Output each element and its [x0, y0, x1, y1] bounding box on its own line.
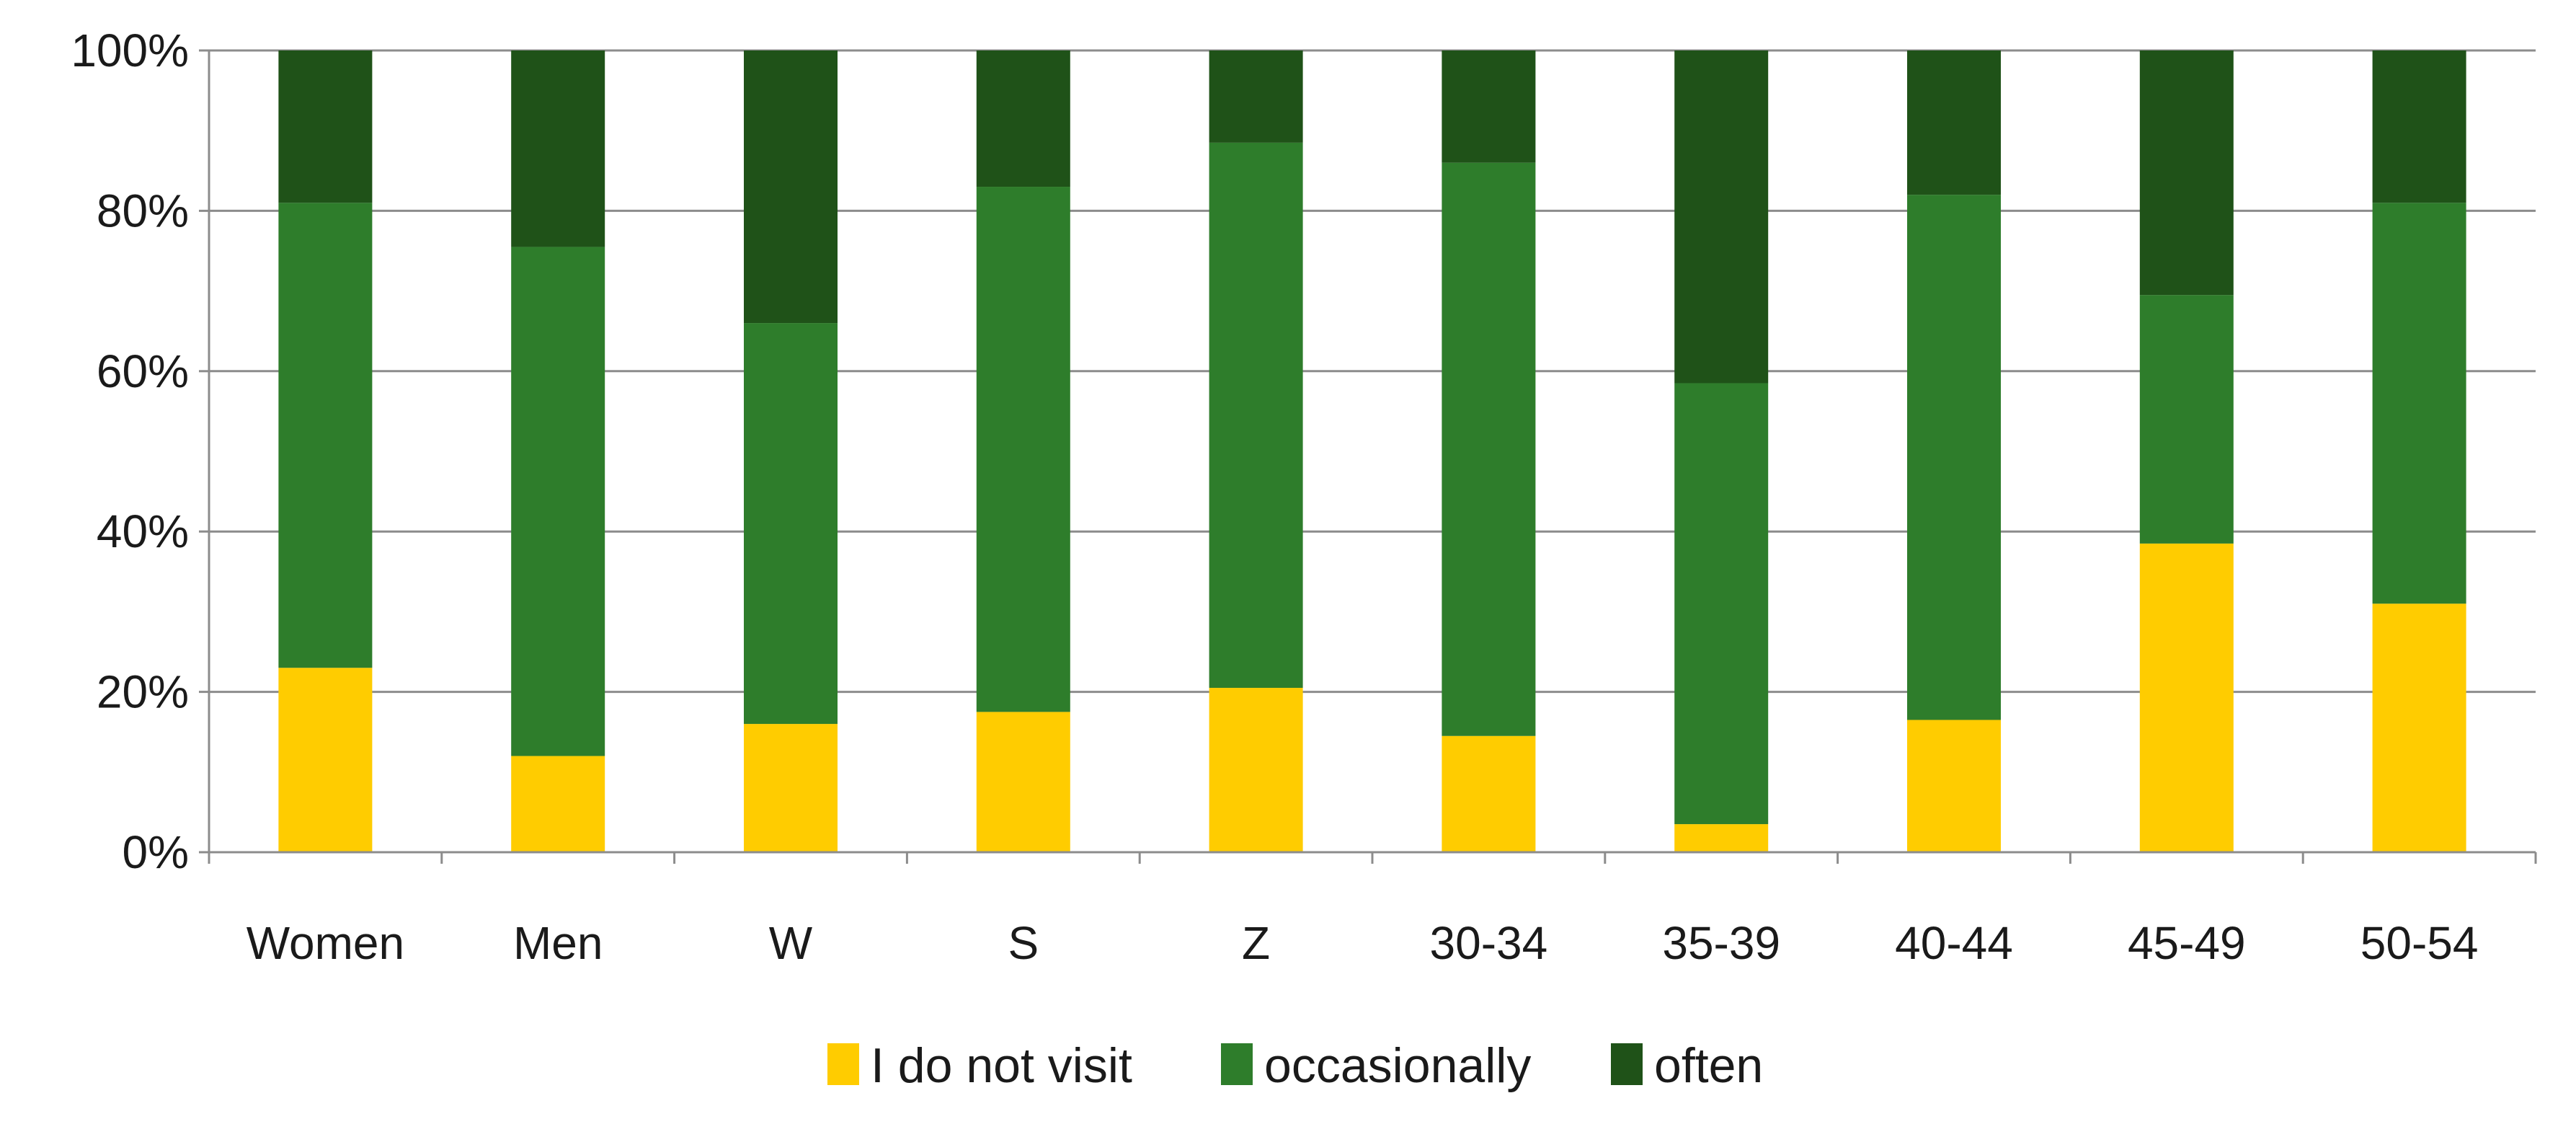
legend-label: I do not visit: [871, 1038, 1132, 1093]
bar-segment: [2372, 203, 2466, 604]
legend: I do not visit occasionally often: [827, 1038, 1763, 1093]
bar-segment: [1209, 50, 1303, 143]
x-tick-label: 45-49: [2128, 917, 2246, 969]
bar-segment: [1442, 735, 1536, 852]
bar-segment: [2139, 295, 2234, 544]
x-tick-label: S: [1008, 917, 1039, 969]
bar-segment: [1907, 720, 2001, 852]
bar-segment: [278, 50, 373, 203]
bar-segment: [1674, 383, 1769, 825]
bar-segment: [1907, 195, 2001, 720]
bar-segment: [2139, 50, 2234, 296]
y-tick-label: 80%: [97, 185, 189, 236]
x-tick-label: Men: [513, 917, 603, 969]
y-tick-label: 20%: [97, 666, 189, 718]
bar-segment: [976, 712, 1070, 852]
x-tick-label: Z: [1242, 917, 1270, 969]
bar-segment: [278, 203, 373, 668]
y-axis-ticks: 0% 20% 40% 60% 80% 100%: [71, 25, 209, 878]
y-tick-label: 0%: [123, 826, 190, 878]
legend-swatch: [1221, 1043, 1253, 1085]
bar-segment: [278, 668, 373, 852]
bar-segment: [2139, 543, 2234, 852]
bar-segment: [2372, 50, 2466, 203]
bar-segment: [1674, 824, 1769, 852]
bars: [278, 50, 2466, 852]
bar-segment: [511, 247, 605, 756]
bar-segment: [744, 323, 838, 725]
bar-segment: [1907, 50, 2001, 195]
bar-segment: [1209, 688, 1303, 852]
x-tick-label: W: [769, 917, 813, 969]
bar-segment: [1674, 50, 1769, 384]
x-tick-label: 40-44: [1895, 917, 2013, 969]
bar-segment: [976, 187, 1070, 712]
x-tick-label: 35-39: [1662, 917, 1780, 969]
bar-segment: [511, 756, 605, 852]
legend-label: often: [1654, 1038, 1763, 1093]
bar-segment: [1442, 162, 1536, 736]
bar-segment: [511, 50, 605, 247]
y-tick-label: 40%: [97, 505, 189, 557]
x-tick-label: Women: [247, 917, 404, 969]
legend-swatch: [1611, 1043, 1643, 1085]
bar-segment: [1209, 142, 1303, 689]
bar-segment: [744, 724, 838, 852]
bar-segment: [744, 50, 838, 324]
legend-label: occasionally: [1264, 1038, 1531, 1093]
bar-segment: [1442, 50, 1536, 163]
x-axis-ticks: Women Men W S Z 30-34 35-39 40-44 45-49 50-54: [208, 852, 2537, 969]
x-tick-label: 30-34: [1430, 917, 1548, 969]
legend-swatch: [827, 1043, 859, 1085]
x-tick-label: 50-54: [2360, 917, 2479, 969]
bar-segment: [976, 50, 1070, 187]
y-tick-label: 100%: [71, 25, 189, 76]
bar-segment: [2372, 603, 2466, 852]
y-tick-label: 60%: [97, 345, 189, 397]
